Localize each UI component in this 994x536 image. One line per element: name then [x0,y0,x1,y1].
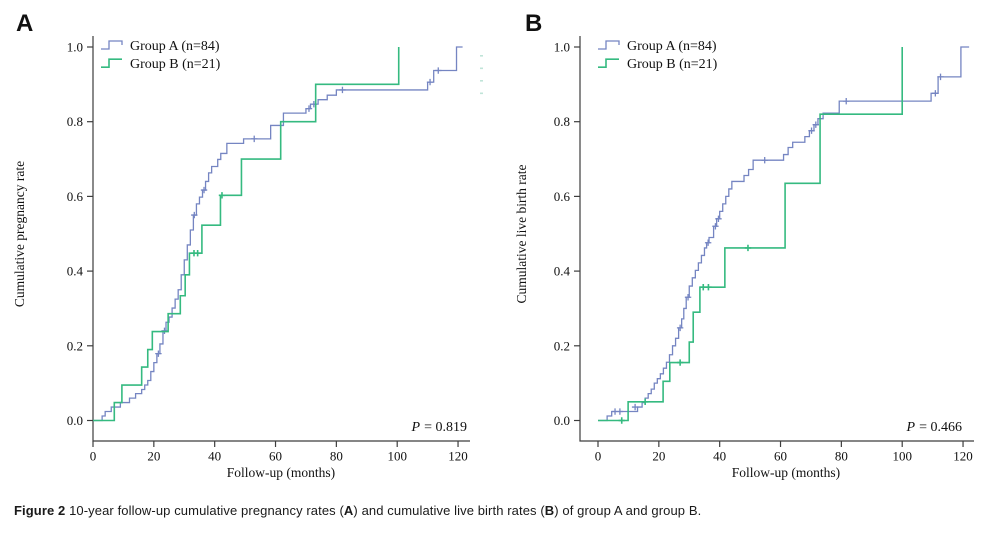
y-axis-title: Cumulative live birth rate [514,164,529,303]
panel-a-chart: A Cumulative pregnancy rate Follow-up (m… [12,10,483,480]
panel-b-label: B [525,10,542,37]
legend-symbol-group-b [101,58,122,69]
x-tick-label: 0 [90,449,97,464]
y-tick-label: 0.2 [67,338,83,353]
caption-segment: ) of group A and group B. [554,503,702,518]
axes [579,36,974,442]
censor-marks-group-a [611,73,944,415]
plot-layer: 0.0 0.2 0.4 0.6 0.8 1.0 0 20 40 60 80 100 120 [67,36,470,464]
x-tick-label: 40 [713,449,726,464]
x-tick-label: 0 [595,449,602,464]
legend-symbol-group-b [598,58,619,69]
legend-symbol-group-a [101,40,123,50]
figure-caption: Figure 2 10-year follow-up cumulative pr… [14,503,974,518]
y-tick-label: 1.0 [67,40,83,55]
x-tick-label: 100 [892,449,912,464]
y-tick-label: 1.0 [554,40,570,55]
y-axis-title: Cumulative pregnancy rate [12,161,27,307]
x-tick-label: 60 [774,449,787,464]
plot-layer: 0.0 0.2 0.4 0.6 0.8 1.0 0 20 40 60 80 100 120 [554,36,974,464]
x-axis-title: Follow-up (months) [732,465,840,480]
y-tick-label: 0.8 [67,114,83,129]
y-tick-label: 0.0 [554,413,570,428]
legend-symbol-group-a [598,40,620,50]
caption-segment: 10-year follow-up cumulative pregnancy r… [69,503,344,518]
y-tick-label: 0.0 [67,413,83,428]
censor-marks-group-b [618,244,752,424]
x-tick-label: 80 [835,449,848,464]
panel-b-chart: B Cumulative live birth rate Follow-up (… [514,10,974,480]
stray-dots [480,55,483,95]
p-value: P = 0.466 [906,420,962,435]
censor-marks-group-b [190,192,226,257]
censor-marks-group-a [155,67,442,357]
y-tick-label: 0.6 [67,189,84,204]
y-tick-label: 0.8 [554,114,570,129]
caption-segment: Figure 2 [14,503,70,518]
x-tick-label: 40 [208,449,221,464]
p-value: P = 0.819 [411,420,467,435]
x-axis-title: Follow-up (months) [227,465,335,480]
caption-segment: A [343,503,354,518]
caption-segment: B [544,503,555,518]
legend-label-group-b: Group B (n=21) [130,57,221,72]
y-tick-label: 0.2 [554,338,570,353]
panel-a-label: A [16,10,33,37]
x-tick-label: 60 [269,449,282,464]
legend-label-group-a: Group A (n=84) [627,39,717,54]
x-tick-label: 120 [448,449,468,464]
y-tick-label: 0.4 [67,264,84,279]
x-tick-label: 120 [953,449,973,464]
x-tick-label: 80 [330,449,343,464]
y-tick-label: 0.6 [554,189,571,204]
curve-group-b [93,47,400,422]
curve-group-b [598,47,903,422]
legend-label-group-b: Group B (n=21) [627,57,718,72]
y-tick-label: 0.4 [554,264,571,279]
x-tick-label: 100 [387,449,407,464]
x-tick-label: 20 [652,449,665,464]
x-tick-label: 20 [147,449,160,464]
curve-group-a [598,46,970,422]
caption-segment: ) and cumulative live birth rates ( [353,503,545,518]
legend-label-group-a: Group A (n=84) [130,39,220,54]
